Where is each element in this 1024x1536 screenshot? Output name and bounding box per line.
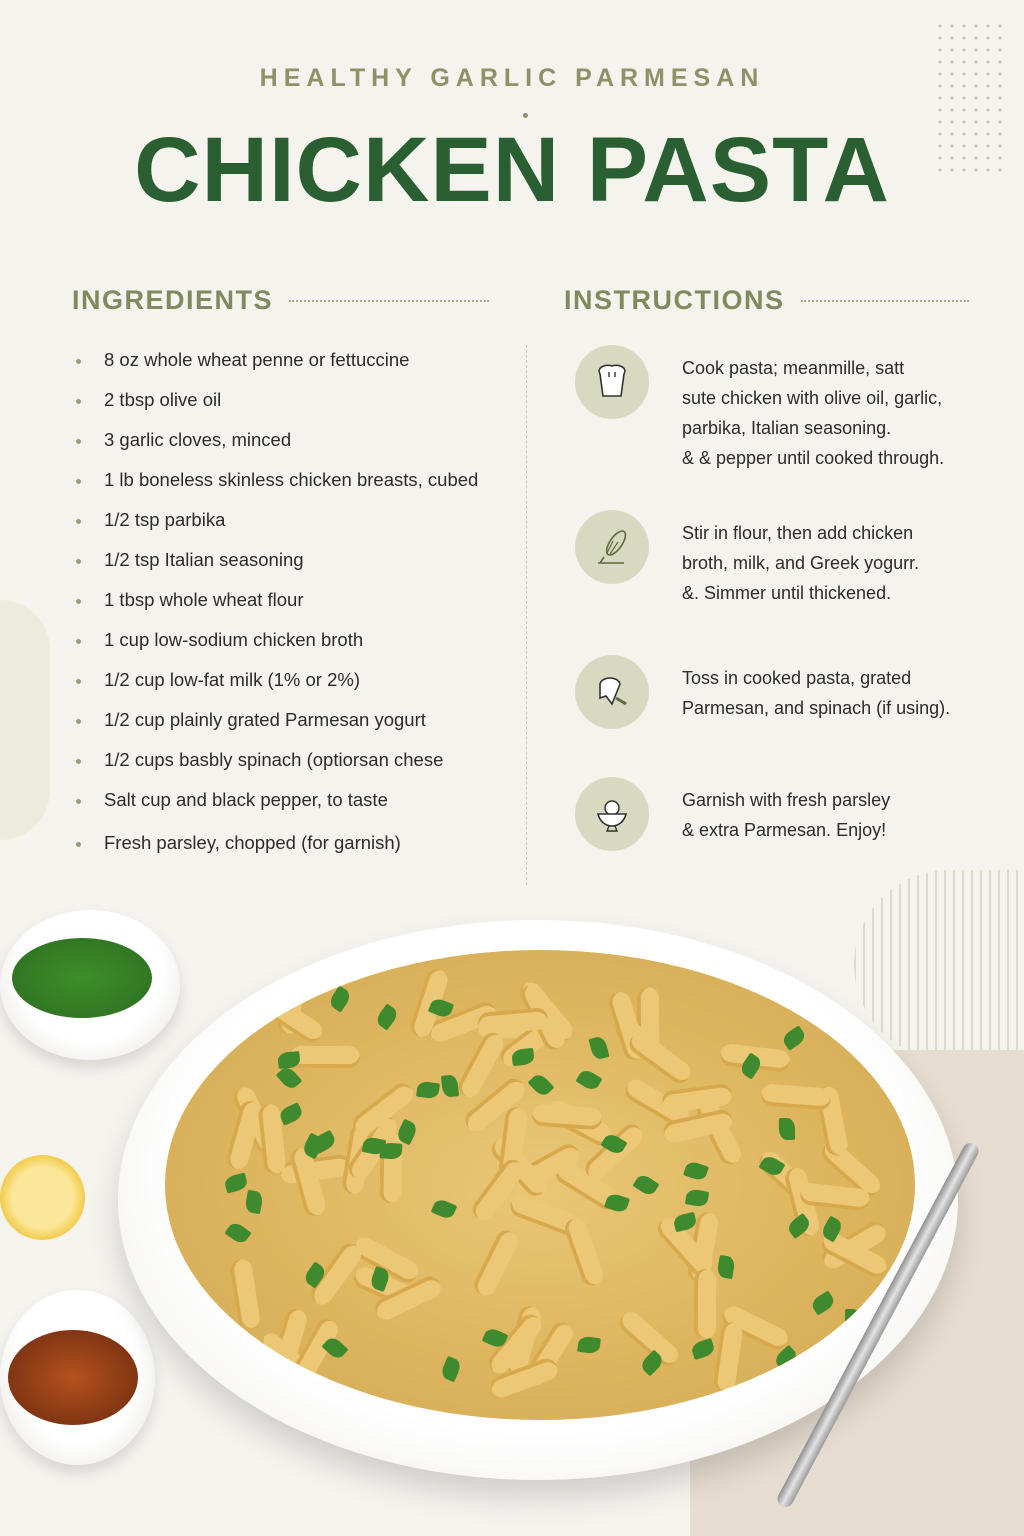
decorative-dot-pattern	[934, 20, 1004, 180]
garnish-bowl-icon	[575, 777, 649, 851]
step-line: & & pepper until cooked through.	[682, 448, 945, 468]
instruction-step-3: Toss in cooked pasta, grated Parmesan, a…	[575, 655, 1005, 729]
parsley-leaf	[603, 1192, 630, 1215]
penne-piece	[694, 1268, 717, 1340]
step-line: & extra Parmesan. Enjoy!	[682, 820, 887, 840]
whisk-icon	[575, 510, 649, 584]
recipe-subtitle: HEALTHY GARLIC PARMESAN	[259, 64, 765, 92]
parsley-leaf	[374, 1003, 401, 1031]
ingredient-item: 1/2 tsp Italian seasoning	[76, 543, 516, 583]
penne-piece	[531, 1103, 603, 1131]
penne-piece	[229, 1257, 262, 1330]
parsley-leaf	[223, 1172, 249, 1194]
step-text: Stir in flour, then add chicken broth, m…	[682, 518, 1002, 608]
instruction-step-1: Cook pasta; meanmille, satt sute chicken…	[575, 345, 1005, 473]
penne-piece	[712, 1320, 744, 1394]
step-text: Cook pasta; meanmille, satt sute chicken…	[682, 353, 1002, 473]
ingredient-item: Salt cup and black pepper, to taste	[76, 783, 516, 823]
parsley-leaf	[326, 985, 353, 1013]
ingredient-item: 1/2 cups basbly spinach (optiorsan chese	[76, 743, 516, 783]
parsley-leaf	[672, 1211, 698, 1232]
parsley-leaf	[690, 1338, 717, 1361]
step-line: parbika, Italian seasoning.	[682, 418, 892, 438]
step-line: broth, milk, and Greek yogurr.	[682, 553, 920, 573]
parsley-leaf	[682, 1160, 709, 1183]
instructions-heading: INSTRUCTIONS	[564, 285, 785, 315]
step-line: &. Simmer until thickened.	[682, 583, 892, 603]
parsley-leaf	[684, 1188, 709, 1209]
step-line: Garnish with fresh parsley	[682, 790, 891, 810]
parsley-leaf	[511, 1048, 535, 1067]
parsley-leaf	[716, 1254, 736, 1280]
ingredients-heading: INGREDIENTS	[72, 285, 274, 315]
parsley-leaf	[844, 1309, 861, 1332]
step-text: Toss in cooked pasta, grated Parmesan, a…	[682, 663, 1002, 729]
step-line: Parmesan, and spinach (if using).	[682, 698, 951, 718]
decorative-stripes	[854, 870, 1024, 1060]
instruction-step-2: Stir in flour, then add chicken broth, m…	[575, 510, 1005, 608]
penne-piece	[470, 1227, 522, 1300]
penne-piece	[561, 1215, 607, 1289]
lemon-wedge	[0, 1155, 85, 1240]
parsley-bowl	[0, 910, 180, 1060]
step-line: Toss in cooked pasta, grated	[682, 668, 912, 688]
ingredients-list: 8 oz whole wheat penne or fettuccine 2 t…	[76, 343, 516, 866]
instruction-step-4: Garnish with fresh parsley & extra Parme…	[575, 777, 1005, 851]
parsley-leaf	[439, 1356, 463, 1383]
ingredient-item: 1 lb boneless skinless chicken breasts, …	[76, 463, 516, 503]
ingredients-heading-row: INGREDIENTS	[72, 285, 490, 316]
parsley-leaf	[588, 1035, 610, 1061]
parsley-leaf	[808, 1290, 837, 1316]
ingredient-item: 1/2 cup low-fat milk (1% or 2%)	[76, 663, 516, 703]
parsley-leaf	[780, 1025, 808, 1051]
step-line: sute chicken with olive oil, garlic,	[682, 388, 943, 408]
recipe-title: CHICKEN PASTA	[134, 119, 890, 221]
ingredient-item: 8 oz whole wheat penne or fettuccine	[76, 343, 516, 383]
ingredient-item: 1 cup low-sodium chicken broth	[76, 623, 516, 663]
ingredient-item: 1 tbsp whole wheat flour	[76, 583, 516, 623]
pasta-dish-photo	[0, 880, 1024, 1536]
divider	[289, 299, 490, 302]
parsley-leaf	[632, 1171, 660, 1198]
parsley-leaf	[430, 1197, 458, 1222]
penne-piece	[289, 1045, 360, 1068]
step-line: Stir in flour, then add chicken	[682, 523, 914, 543]
ingredient-item: Fresh parsley, chopped (for garnish)	[76, 826, 516, 866]
column-divider	[526, 345, 527, 885]
chili-flakes-bowl	[0, 1290, 155, 1465]
parsley-leaf	[415, 1080, 440, 1100]
parsley-leaf	[440, 1074, 460, 1098]
ingredient-item: 1/2 tsp parbika	[76, 503, 516, 543]
decorative-dot	[523, 113, 528, 118]
pasta-contents	[165, 950, 915, 1420]
ingredient-item: 1/2 cup plainly grated Parmesan yogurt	[76, 703, 516, 743]
parsley-leaf	[244, 1189, 264, 1215]
parsley-leaf	[778, 1117, 795, 1140]
decorative-curve	[0, 600, 50, 840]
parsley-leaf	[527, 1071, 555, 1099]
step-text: Garnish with fresh parsley & extra Parme…	[682, 785, 1002, 851]
cheese-grater-icon	[575, 655, 649, 729]
step-line: Cook pasta; meanmille, satt	[682, 358, 905, 378]
instructions-heading-row: INSTRUCTIONS	[564, 285, 969, 316]
parsley-leaf	[224, 1220, 252, 1247]
divider	[800, 299, 969, 302]
ingredient-item: 2 tbsp olive oil	[76, 383, 516, 423]
parsley-leaf	[577, 1335, 602, 1355]
parsley-leaf	[575, 1067, 603, 1093]
penne-piece	[759, 1083, 832, 1111]
ingredient-item: 3 garlic cloves, minced	[76, 423, 516, 463]
chef-hat-icon	[575, 345, 649, 419]
